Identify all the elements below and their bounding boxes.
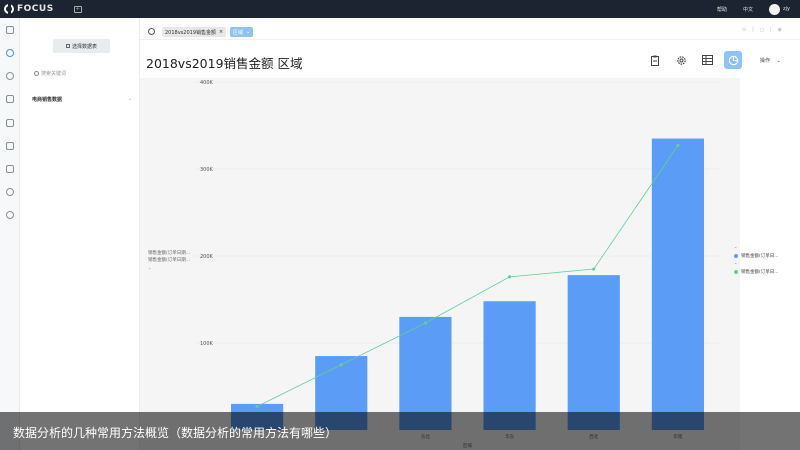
gear-icon[interactable] [672,51,690,69]
caption-bar: 数据分析的几种常用方法概览（数据分析的常用方法有哪些） [0,412,800,450]
tree-item-ecommerce-sales[interactable]: 电商销售数据 ⌄ [32,96,132,103]
bar [399,316,452,430]
nav-rail [0,18,20,450]
task-icon[interactable] [6,165,14,173]
line-point [339,363,343,367]
line-point [255,404,259,409]
bar [651,138,705,431]
table-icon[interactable] [698,51,716,69]
pie-chart-icon[interactable] [724,51,742,69]
home-icon[interactable] [6,26,14,34]
legend-left-item[interactable]: 销售金额(订单日期... [148,251,191,256]
operations-menu[interactable]: 操作 ⌄ [760,57,781,64]
chevron-down-icon: ⌄ [246,29,251,35]
divider: | [769,27,772,33]
search-token-region-label: 区域 [233,29,244,36]
user-name[interactable]: zjy [783,6,790,12]
search-icon [148,28,155,35]
series-line [256,145,679,407]
chevron-down-icon[interactable]: ⌄ [734,260,738,265]
help-icon[interactable] [6,72,14,80]
bar [483,301,536,430]
search-bar-actions: ⊙ | ◻ | ◉ [742,27,782,33]
legend-item-label: 销售金额(订单日... [741,269,779,275]
panel-search-input[interactable]: 搜索关键词 [34,70,66,77]
folder-icon[interactable] [6,142,14,150]
top-bar: FOCUS + 帮助 中文 zjy [0,0,800,18]
chevron-down-icon[interactable]: ⌄ [148,265,152,270]
operations-label: 操作 [760,58,771,64]
main-area: 2018vs2019销售金额 × 区域 ⌄ ⊙ | ◻ | ◉ 2018vs20… [140,18,800,450]
settings-icon[interactable] [6,211,14,219]
line-point [676,143,680,148]
search-token-measure-label: 2018vs2019销售金额 [165,29,217,36]
divider: | [752,27,754,33]
search-nav-icon[interactable] [6,49,14,57]
search-bar[interactable]: 2018vs2019销售金额 × 区域 ⌄ ⊙ | ◻ | ◉ [140,24,800,40]
y-tick-label: 200K [200,254,214,260]
message-icon[interactable] [6,95,14,103]
user-icon[interactable] [6,188,14,196]
select-table-label: 选择数据表 [71,43,97,50]
help-link[interactable]: 帮助 [716,6,727,13]
tree-item-label: 电商销售数据 [32,97,63,103]
y-tick-label: 100K [200,341,214,347]
search-token-region[interactable]: 区域 ⌄ [230,27,254,37]
legend-right: ⌄ 销售金额(订单日... ⌄ 销售金额(订单日... [734,244,779,276]
panel-search-placeholder: 搜索关键词 [41,71,67,77]
app-logo[interactable]: FOCUS [4,4,54,14]
new-tab-button[interactable]: + [73,5,82,13]
table-icon [65,44,70,48]
logo-mark-icon [4,4,14,14]
legend-item-line[interactable]: 销售金额(订单日... [734,267,779,276]
clear-icon[interactable]: ⊙ [741,27,747,33]
bar [567,275,620,430]
caption-text: 数据分析的几种常用方法概览（数据分析的常用方法有哪些） [13,426,338,440]
chart-area: 100K200K300K400K东北华东西北华南区域 [140,78,740,450]
search-token-measure[interactable]: 2018vs2019销售金额 × [162,27,227,37]
line-point [507,275,512,279]
chevron-down-icon: ⌄ [127,96,132,102]
legend-item-label: 销售金额(订单日... [741,253,779,259]
clipboard-icon[interactable] [646,51,664,69]
app-logo-text: FOCUS [17,4,54,14]
legend-dot-icon [734,269,738,274]
table-nav-icon[interactable] [6,119,14,127]
line-point [423,321,428,325]
chevron-down-icon: ⌄ [776,58,781,64]
data-panel: 选择数据表 搜索关键词 电商销售数据 ⌄ [20,18,140,450]
page-title: 2018vs2019销售金额 区域 [146,56,303,71]
legend-left: 销售金额(订单日期... 销售金额(订单日期... ⌄ [148,250,190,271]
avatar[interactable] [769,3,781,15]
y-tick-label: 400K [200,80,214,86]
language-switch[interactable]: 中文 [743,6,754,13]
legend-item-bar[interactable]: 销售金额(订单日... [734,251,779,260]
chevron-up-icon[interactable]: ⌄ [734,244,738,249]
voice-icon[interactable]: ◉ [777,27,782,33]
expand-icon[interactable]: ◻ [759,27,764,33]
legend-dot-icon [734,253,738,258]
bar-line-chart: 100K200K300K400K东北华东西北华南区域 [195,80,720,449]
select-table-button[interactable]: 选择数据表 [53,39,110,53]
legend-left-item[interactable]: 销售金额(订单日期... [148,258,191,263]
close-icon[interactable]: × [219,29,224,35]
search-icon [34,71,39,76]
line-point [592,267,596,271]
y-tick-label: 300K [200,167,214,173]
